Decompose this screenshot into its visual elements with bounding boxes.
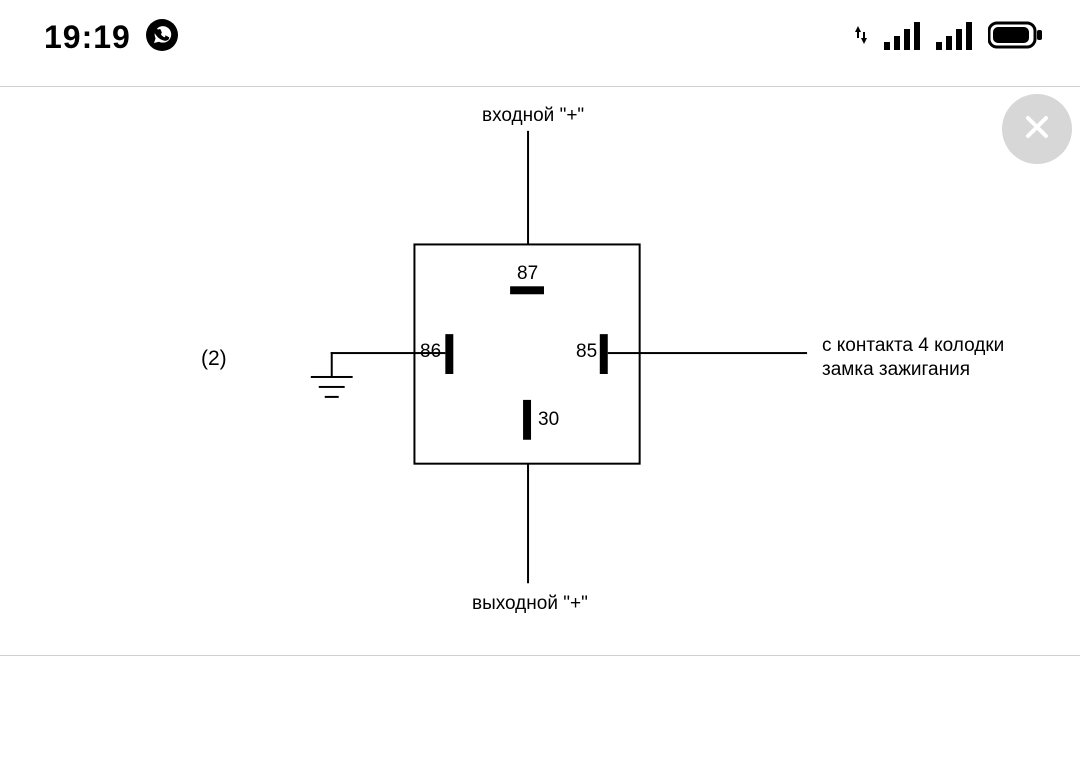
figure-label: (2) xyxy=(201,347,227,371)
status-bar: 19:19 xyxy=(0,0,1080,74)
clock: 19:19 xyxy=(44,19,131,56)
status-left: 19:19 xyxy=(44,18,179,57)
pin-87-label: 87 xyxy=(517,263,538,285)
whatsapp-icon xyxy=(145,18,179,57)
label-right-1: с контакта 4 колодки xyxy=(822,335,1004,357)
signal-icon-1 xyxy=(884,20,920,55)
close-icon xyxy=(1020,110,1054,149)
battery-icon xyxy=(988,20,1044,55)
pin-85-label: 85 xyxy=(576,341,597,363)
status-right xyxy=(854,20,1044,55)
pin-86-label: 86 xyxy=(420,341,441,363)
label-top: входной "+" xyxy=(482,105,584,127)
pin-30-label: 30 xyxy=(538,409,559,431)
updown-icon xyxy=(854,24,868,51)
relay-diagram: входной "+" выходной "+" с контакта 4 ко… xyxy=(0,87,1080,655)
signal-icon-2 xyxy=(936,20,972,55)
close-button[interactable] xyxy=(1002,94,1072,164)
label-right-2: замка зажигания xyxy=(822,359,970,381)
label-bottom: выходной "+" xyxy=(472,593,588,615)
diagram-card: входной "+" выходной "+" с контакта 4 ко… xyxy=(0,86,1080,656)
